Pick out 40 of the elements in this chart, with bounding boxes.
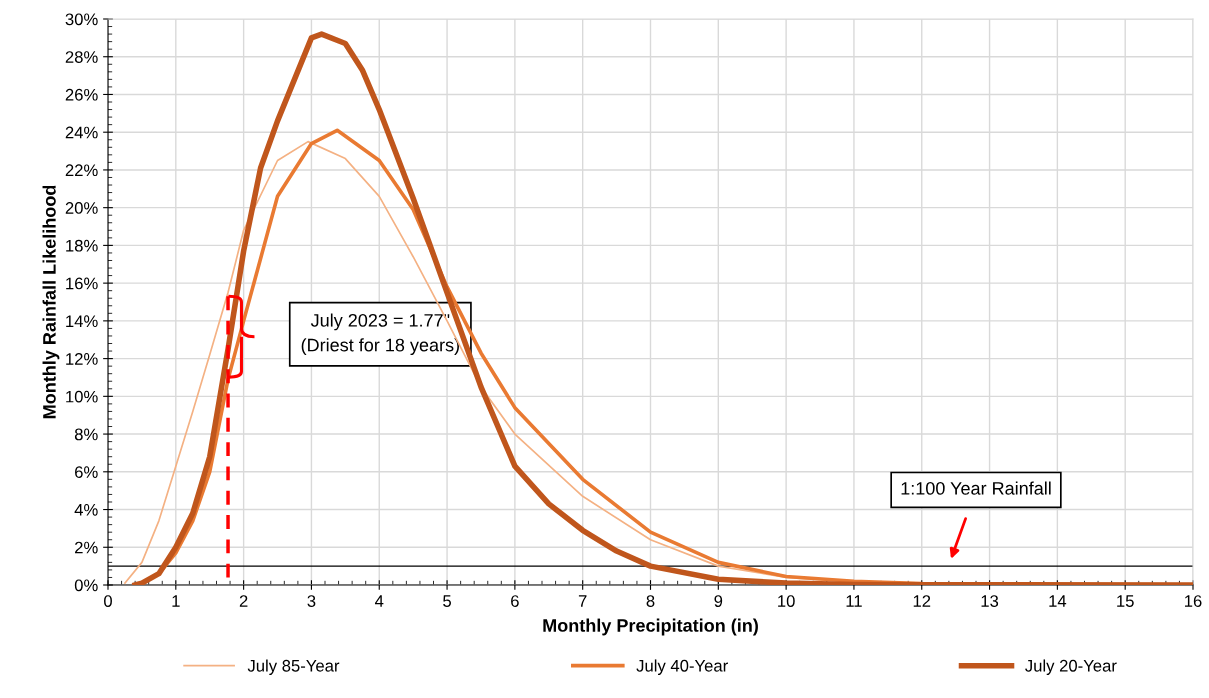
x-tick-label: 7 <box>578 595 587 607</box>
x-axis-title: Monthly Precipitation (in) <box>543 618 758 636</box>
x-tick-label: 14 <box>1049 595 1067 607</box>
x-tick-label: 6 <box>511 595 519 607</box>
x-tick-label: 1 <box>172 595 180 607</box>
y-tick-label: 20% <box>65 202 98 214</box>
y-tick-label: 4% <box>74 504 98 516</box>
x-tick-label: 5 <box>443 595 451 607</box>
y-tick-label: 28% <box>65 51 98 63</box>
legend-label: July 85-Year <box>247 659 340 675</box>
legend-label: July 40-Year <box>636 659 728 675</box>
y-tick-label: 24% <box>65 126 98 139</box>
y-tick-label: 18% <box>66 239 98 252</box>
x-tick-label: 16 <box>1185 595 1202 607</box>
x-tick-label: 15 <box>1117 595 1134 607</box>
x-tick-label: 9 <box>714 595 723 607</box>
y-axis-title: Monthly Rainfall Likelihood <box>42 185 60 419</box>
y-tick-label: 10% <box>66 390 98 403</box>
x-tick-label: 12 <box>913 595 931 607</box>
annotation: July 2023 = 1.77" (Driest for 18 years) <box>301 313 459 356</box>
x-tick-label: 11 <box>846 595 862 607</box>
y-tick-label: 30% <box>65 13 98 26</box>
y-tick-label: 8% <box>74 428 98 441</box>
x-tick-label: 3 <box>307 595 316 607</box>
x-tick-label: 13 <box>981 595 999 607</box>
y-tick-label: 14% <box>66 315 98 327</box>
y-tick-label: 22% <box>65 164 98 177</box>
y-tick-label: 26% <box>65 88 98 101</box>
y-tick-label: 12% <box>66 353 98 365</box>
x-tick-label: 8 <box>646 595 655 607</box>
annotation: 1:100 Year Rainfall <box>901 481 1051 495</box>
x-tick-label: 0 <box>104 595 112 607</box>
legend-label: July 20-Year <box>1025 659 1117 675</box>
y-tick-label: 16% <box>66 277 98 290</box>
y-tick-label: 6% <box>75 466 98 478</box>
y-tick-label: 2% <box>75 541 98 554</box>
x-tick-label: 2 <box>239 595 248 607</box>
x-tick-label: 10 <box>778 595 795 607</box>
x-tick-label: 4 <box>375 595 384 607</box>
y-tick-label: 0% <box>74 579 98 592</box>
